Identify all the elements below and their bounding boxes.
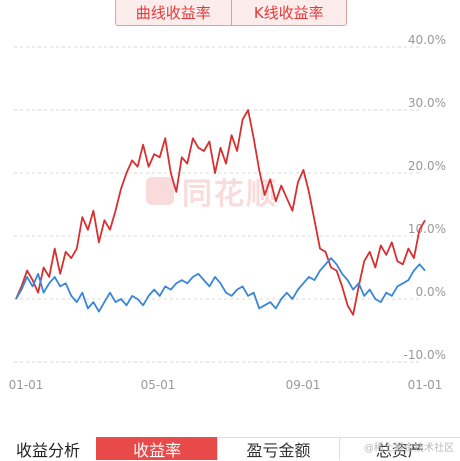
y-tick-label: 40.0% [408,33,446,47]
y-tick-label: 30.0% [408,96,446,110]
y-tick-label: -10.0% [404,348,446,362]
watermark-text: 同花顺 [182,177,278,212]
x-tick-label: 01-01 [9,378,44,392]
x-tick-label: 01-01 [408,378,443,392]
kline-return-button[interactable]: K线收益率 [230,0,346,25]
curve-return-button[interactable]: 曲线收益率 [116,0,231,25]
tab-profit-loss[interactable]: 盈亏金额 [217,437,339,460]
y-tick-label: 0.0% [416,285,447,299]
watermark: 同花顺 [146,170,306,212]
series-line-1 [15,257,426,313]
chart-svg: 40.0% 30.0% 20.0% 10.0% 0.0% -10.0% 01-01 05-01… [9,33,447,392]
return-chart: 同花顺 40.0% 30.0% 20.0% 10.0% 0.0% -10.0% 01-01 0… [0,30,460,400]
tab-return-rate[interactable]: 收益率 [96,437,218,460]
y-tick-label: 10.0% [408,222,446,236]
chart-mode-toggle: 曲线收益率 K线收益率 [115,0,347,26]
corner-watermark: @稀土掘金技术社区 [364,443,454,454]
analysis-title: 收益分析 [15,440,80,460]
x-tick-label: 05-01 [141,378,176,392]
x-tick-label: 09-01 [286,378,321,392]
y-tick-label: 20.0% [408,159,446,173]
tab-total-assets[interactable]: 总资产 [338,437,460,460]
app-logo-icon [146,177,174,205]
bottom-tabs: 收益分析 收益率 盈亏金额 总资产 [0,437,460,460]
series-line-0 [15,109,426,316]
